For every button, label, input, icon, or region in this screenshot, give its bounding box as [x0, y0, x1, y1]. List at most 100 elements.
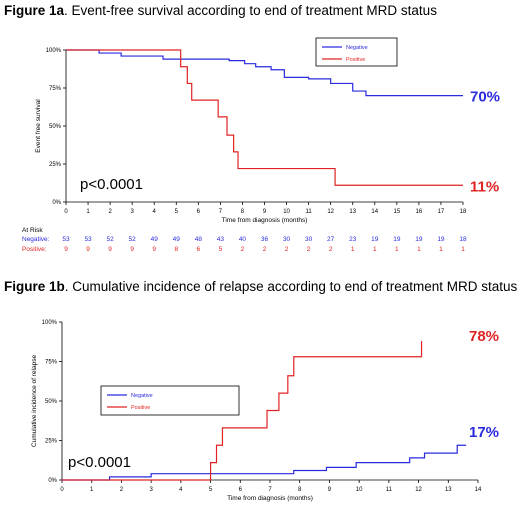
at-risk-value: 53	[62, 236, 70, 243]
x-tick-label: 9	[263, 209, 267, 215]
series-line-negative	[62, 444, 467, 481]
figure-1a-title: Figure 1a. Event-free survival according…	[4, 3, 437, 18]
x-tick-label: 4	[179, 487, 183, 493]
at-risk-label: At Risk	[22, 227, 43, 234]
x-tick-label: 11	[305, 209, 312, 215]
at-risk-value: 40	[239, 236, 247, 243]
legend-label-negative: Negative	[131, 393, 153, 399]
at-risk-value: 2	[307, 246, 311, 253]
at-risk-value: 6	[197, 246, 201, 253]
y-tick-label: 100%	[42, 320, 58, 326]
x-tick-label: 15	[393, 209, 400, 215]
x-tick-label: 2	[108, 209, 112, 215]
at-risk-value: 52	[106, 236, 114, 243]
at-risk-value: 1	[439, 246, 443, 253]
p-value: p<0.0001	[80, 176, 143, 193]
x-tick-label: 2	[120, 487, 124, 493]
at-risk-value: 1	[351, 246, 355, 253]
at-risk-value: 27	[327, 236, 335, 243]
x-tick-label: 12	[327, 209, 334, 215]
at-risk-value: 18	[459, 236, 467, 243]
x-tick-label: 7	[268, 487, 272, 493]
y-axis-label: Event free survival	[35, 99, 42, 153]
at-risk-value: 52	[129, 236, 137, 243]
event-free-survival-chart: 0%25%50%75%100%0 1 2 3 4 5 6 7 8 9 10 11 12 13 14 15 16 1…	[22, 37, 500, 253]
y-tick-label: 25%	[45, 439, 58, 445]
at-risk-value: 1	[461, 246, 465, 253]
x-tick-label: 13	[445, 487, 452, 493]
x-tick-label: 12	[415, 487, 422, 493]
x-tick-label: 3	[149, 487, 153, 493]
x-tick-label: 10	[356, 487, 363, 493]
series-line-positive	[62, 340, 423, 481]
x-tick-label: 10	[283, 209, 290, 215]
p-value: p<0.0001	[68, 454, 131, 471]
series-line-positive	[66, 49, 463, 186]
at-risk-value: 9	[152, 246, 156, 253]
at-risk-row-label: Negative:	[22, 236, 50, 243]
x-tick-label: 5	[175, 209, 179, 215]
y-tick-label: 75%	[49, 86, 62, 92]
y-tick-label: 50%	[49, 124, 62, 130]
at-risk-value: 8	[174, 246, 178, 253]
x-tick-label: 0	[64, 209, 68, 215]
at-risk-value: 9	[130, 246, 134, 253]
at-risk-value: 2	[285, 246, 289, 253]
x-tick-label: 13	[349, 209, 356, 215]
at-risk-value: 19	[371, 236, 379, 243]
figure-1b-title: Figure 1b. Cumulative incidence of relap…	[4, 279, 518, 294]
at-risk-value: 9	[108, 246, 112, 253]
x-tick-label: 7	[219, 209, 223, 215]
y-tick-label: 100%	[46, 48, 62, 54]
y-axis-label: Cumulative incidence of relapse	[31, 355, 38, 448]
at-risk-value: 49	[151, 236, 159, 243]
y-tick-label: 75%	[45, 360, 58, 366]
at-risk-value: 49	[173, 236, 181, 243]
x-axis-label: Time from diagnosis (months)	[222, 217, 308, 224]
legend-label-negative: Negative	[346, 45, 368, 51]
at-risk-value: 19	[415, 236, 423, 243]
y-tick-label: 50%	[45, 399, 58, 405]
at-risk-row-label: Positive:	[22, 246, 47, 253]
at-risk-value: 9	[86, 246, 90, 253]
series-line-negative	[66, 49, 463, 97]
end-label-positive: 78%	[469, 328, 499, 345]
x-tick-label: 6	[239, 487, 243, 493]
y-tick-label: 0%	[52, 200, 61, 206]
x-axis-label: Time from diagnosis (months)	[227, 495, 313, 502]
at-risk-value: 30	[305, 236, 313, 243]
at-risk-value: 5	[219, 246, 223, 253]
x-tick-label: 11	[386, 487, 393, 493]
legend-box	[315, 37, 398, 67]
at-risk-value: 48	[195, 236, 203, 243]
end-label-positive: 11%	[470, 178, 499, 195]
at-risk-value: 19	[437, 236, 445, 243]
at-risk-value: 1	[395, 246, 399, 253]
x-tick-label: 14	[475, 487, 482, 493]
at-risk-value: 30	[283, 236, 291, 243]
at-risk-value: 2	[263, 246, 267, 253]
legend-label-positive: Positive	[131, 405, 150, 411]
x-tick-label: 5	[209, 487, 213, 493]
end-label-negative: 17%	[469, 424, 499, 441]
x-tick-label: 0	[60, 487, 64, 493]
at-risk-value: 23	[349, 236, 357, 243]
x-tick-label: 4	[153, 209, 157, 215]
legend-label-positive: Positive	[346, 57, 365, 63]
at-risk-value: 2	[329, 246, 333, 253]
x-tick-label: 6	[197, 209, 201, 215]
x-tick-label: 1	[86, 209, 90, 215]
end-label-negative: 70%	[470, 89, 500, 106]
at-risk-value: 1	[417, 246, 421, 253]
x-tick-label: 17	[438, 209, 445, 215]
x-tick-label: 8	[298, 487, 302, 493]
y-tick-label: 25%	[49, 162, 62, 168]
at-risk-value: 43	[217, 236, 225, 243]
at-risk-value: 1	[373, 246, 377, 253]
x-tick-label: 3	[130, 209, 134, 215]
x-tick-label: 8	[241, 209, 245, 215]
x-tick-label: 14	[371, 209, 378, 215]
at-risk-value: 19	[393, 236, 401, 243]
x-tick-label: 16	[416, 209, 423, 215]
